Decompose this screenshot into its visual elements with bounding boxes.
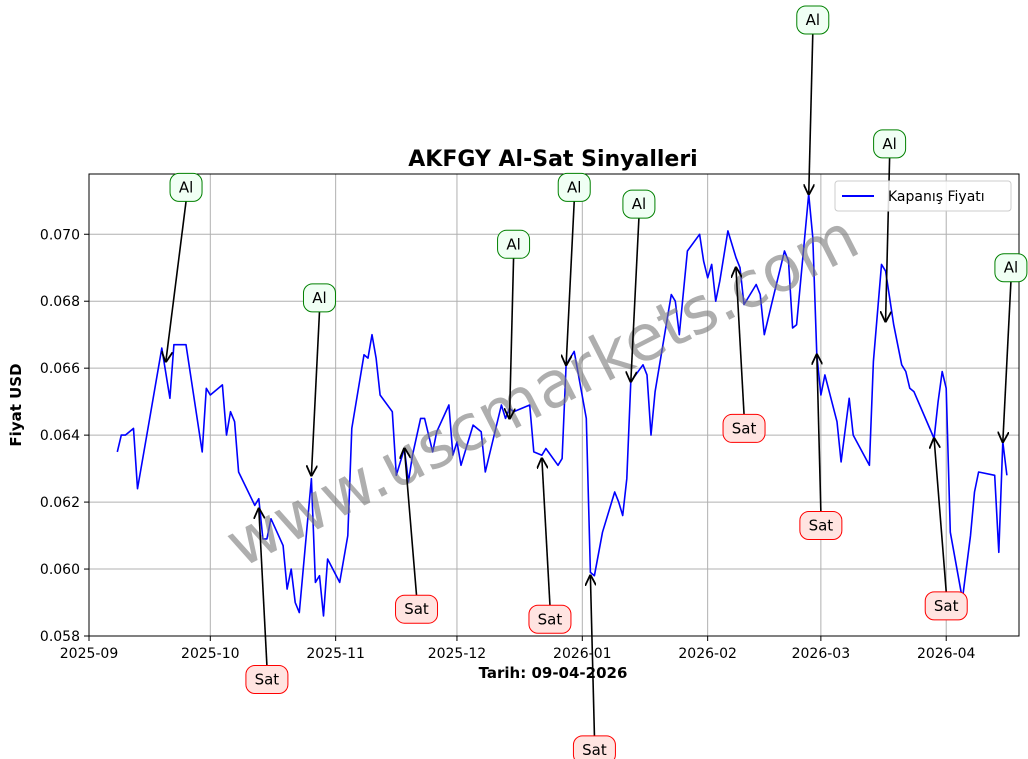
- plot-frame: [88, 173, 1020, 637]
- signal-arrow: [590, 576, 594, 736]
- sell-signal: Sat: [924, 438, 968, 621]
- signal-box: [572, 735, 616, 759]
- signal-label: Sat: [809, 517, 834, 535]
- y-tick-label: 0.070: [40, 227, 80, 243]
- legend-label: Kapanış Fiyatı: [888, 189, 985, 205]
- signal-label: Al: [882, 135, 896, 153]
- signal-box: [395, 594, 439, 624]
- legend: Kapanış Fiyatı: [834, 180, 1012, 212]
- sell-signal: Sat: [528, 459, 572, 634]
- x-tick-label: 2026-01: [553, 646, 612, 662]
- grid-layer: [88, 174, 1019, 637]
- signal-box: [722, 413, 766, 443]
- signal-box: [302, 283, 336, 313]
- sell-signal: Sat: [722, 268, 766, 443]
- signal-arrow: [631, 218, 640, 381]
- y-tick-label: 0.060: [40, 562, 80, 578]
- signal-arrow: [259, 509, 268, 666]
- signal-label: Al: [567, 178, 581, 196]
- signal-arrow: [934, 438, 948, 592]
- signal-box: [796, 5, 830, 35]
- x-tick-label: 2025-09: [60, 646, 119, 662]
- signal-arrow: [311, 311, 321, 475]
- signal-arrow: [404, 449, 418, 596]
- signal-label: Sat: [732, 419, 757, 437]
- x-tick-label: 2025-12: [428, 646, 487, 662]
- signal-label: Al: [312, 289, 326, 307]
- sell-signal: Sat: [572, 576, 616, 759]
- signal-arrow: [510, 258, 514, 418]
- signal-box: [873, 129, 907, 159]
- x-tick-label: 2026-03: [792, 646, 851, 662]
- buy-signal: Al: [796, 5, 830, 194]
- y-tick-label: 0.064: [40, 428, 80, 444]
- signal-box: [622, 189, 656, 219]
- signal-arrow: [736, 268, 745, 415]
- x-tick-label: 2025-10: [181, 646, 240, 662]
- signal-arrow: [566, 201, 576, 364]
- y-tick-label: 0.066: [40, 361, 80, 377]
- sell-signal: Sat: [799, 355, 843, 541]
- buy-signal: Al: [302, 283, 336, 475]
- signal-arrow: [166, 201, 187, 361]
- x-axis-label: Tarih: 09-04-2026: [479, 664, 628, 682]
- x-tick-label: 2026-04: [917, 646, 976, 662]
- y-axis-label: Fiyat USD: [7, 363, 25, 446]
- buy-signal: Al: [557, 172, 591, 364]
- buy-signal: Al: [497, 229, 531, 418]
- signal-box: [497, 229, 531, 259]
- signal-arrow: [542, 459, 551, 606]
- signal-label: Sat: [404, 600, 429, 618]
- signal-arrow: [809, 33, 813, 194]
- signal-box: [557, 172, 591, 202]
- signal-label: Al: [506, 235, 520, 253]
- signal-label: Sat: [255, 671, 280, 689]
- annotation-layer: Al Sat Al Sat Al Sat Al Sat Al Sat Al Sat Al Sat Al: [166, 5, 1028, 759]
- signal-box: [528, 604, 572, 634]
- buy-signal: Al: [622, 189, 656, 381]
- signal-label: Sat: [934, 597, 959, 615]
- signal-box: [994, 253, 1028, 283]
- signal-arrow: [817, 355, 821, 512]
- buy-signal: Al: [873, 129, 907, 321]
- legend-box: [834, 180, 1012, 212]
- buy-signal: Al: [166, 172, 203, 361]
- signal-box: [799, 511, 843, 541]
- x-tick-label: 2025-11: [306, 646, 365, 662]
- chart-title: AKFGY Al-Sat Sinyalleri: [408, 147, 697, 172]
- signal-box: [169, 172, 203, 202]
- tick-layer: 2025-09 2025-10 2025-11 2025-12 2026-01 2026-…: [40, 227, 976, 662]
- y-tick-label: 0.062: [40, 495, 80, 511]
- signal-label: Sat: [582, 741, 607, 759]
- signal-arrow: [1003, 281, 1012, 442]
- y-tick-label: 0.068: [40, 294, 80, 310]
- watermark: www.uscmarkets.com: [215, 200, 871, 583]
- signal-box: [245, 665, 289, 695]
- signal-label: Al: [806, 11, 820, 29]
- signal-label: Al: [632, 195, 646, 213]
- sell-signal: Sat: [395, 449, 439, 624]
- signal-label: Sat: [538, 610, 563, 628]
- y-tick-label: 0.058: [40, 629, 80, 645]
- buy-signal: Al: [994, 253, 1028, 442]
- x-tick-label: 2026-02: [678, 646, 737, 662]
- sell-signal: Sat: [245, 509, 289, 695]
- signal-label: Al: [179, 178, 193, 196]
- signal-label: Al: [1004, 259, 1018, 277]
- signal-box: [924, 591, 968, 621]
